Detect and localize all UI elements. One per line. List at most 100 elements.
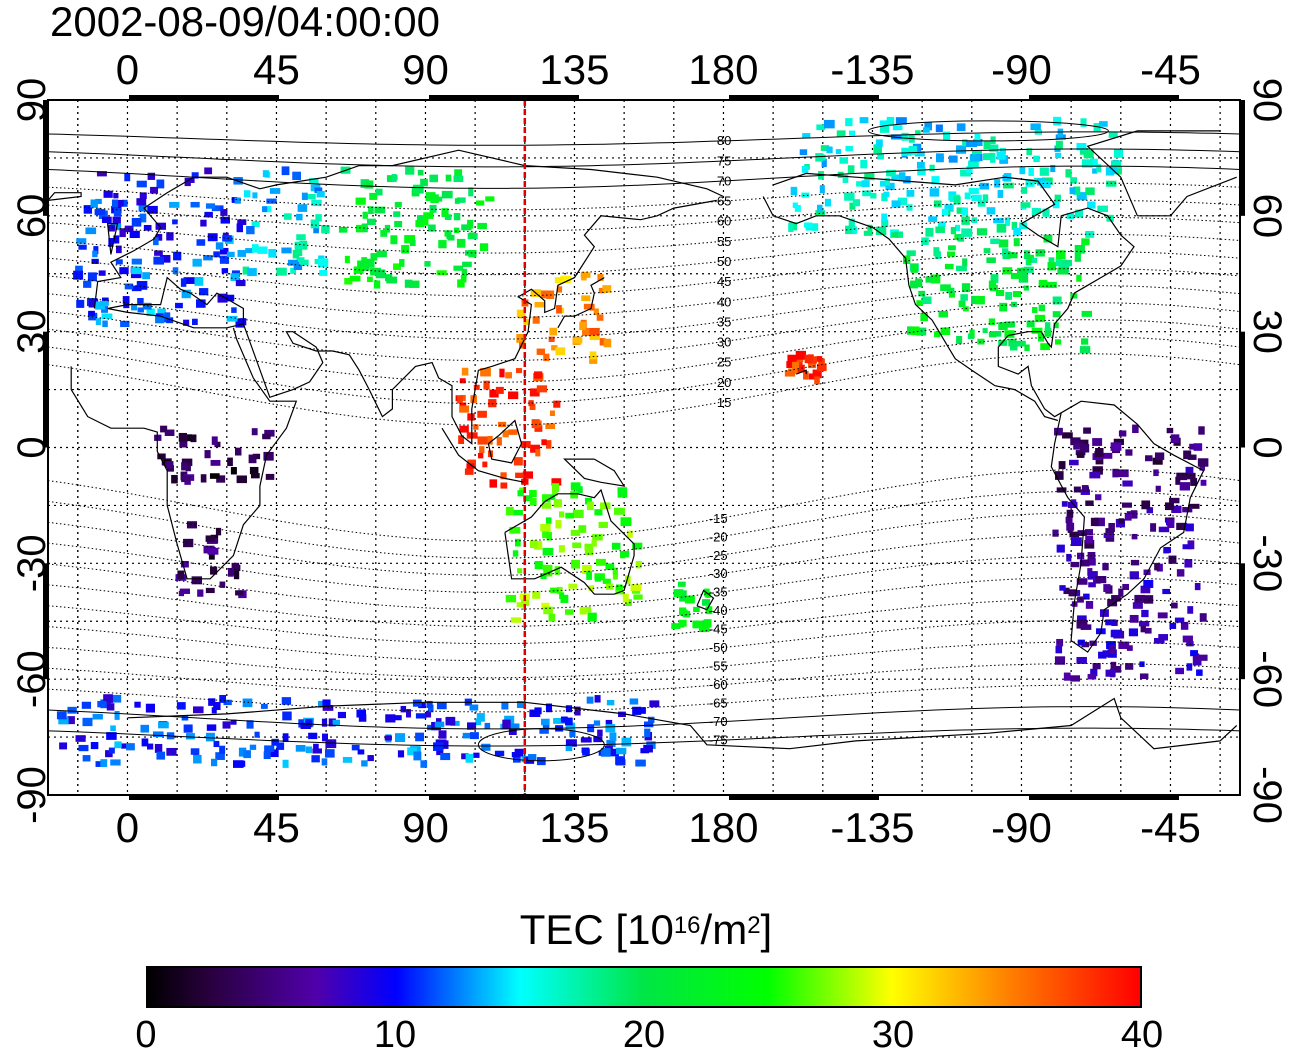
tec-cell [220, 216, 230, 224]
tec-cell [1087, 571, 1098, 580]
tec-cell [155, 233, 163, 241]
lon-tick-label-top: 0 [116, 46, 139, 93]
tec-cell [556, 717, 566, 724]
tec-cell [1066, 212, 1075, 220]
tec-cell [929, 164, 935, 172]
tec-cell [910, 280, 918, 289]
tec-cell [1085, 535, 1094, 544]
tec-cell [989, 144, 999, 152]
tec-cell [404, 279, 413, 288]
tec-cell [409, 280, 420, 288]
tec-cell [969, 154, 981, 162]
tec-cell [910, 264, 918, 273]
tec-cell [986, 257, 996, 264]
tec-cell [540, 290, 551, 299]
tec-cell [1185, 472, 1196, 480]
tec-cell [1174, 617, 1185, 623]
tec-cell [787, 354, 797, 363]
tec-cell [205, 587, 215, 594]
tec-cell [1044, 322, 1051, 331]
tec-cell [937, 221, 946, 227]
tec-cell [1013, 227, 1021, 236]
tec-cell [591, 539, 597, 547]
tec-cell [565, 722, 576, 731]
tec-cell [290, 267, 296, 274]
tec-cell [529, 490, 537, 498]
tec-cell [933, 331, 941, 338]
tec-cell [548, 336, 555, 342]
tec-cell [1110, 661, 1117, 671]
tec-cell [545, 703, 553, 713]
tec-cell [529, 403, 536, 411]
tec-data-cells [56, 116, 1209, 768]
tec-cell [551, 478, 562, 486]
lat-tick-label-left: 90 [10, 78, 54, 123]
lon-tick-label-bottom: 45 [253, 804, 300, 851]
tec-cell [881, 213, 888, 222]
tec-cell [88, 299, 99, 308]
tec-cell [609, 732, 617, 741]
tec-cell [643, 721, 654, 728]
tec-cell [269, 188, 281, 194]
tec-cell [995, 289, 1005, 297]
tec-cell [966, 166, 973, 173]
tec-cell [558, 545, 565, 553]
tec-cell [599, 338, 606, 346]
tec-cell [1081, 310, 1092, 317]
tec-cell [1138, 621, 1150, 627]
tec-cell [193, 754, 202, 764]
tec-cell [82, 755, 91, 762]
tec-cell [862, 190, 871, 197]
tec-cell [158, 721, 169, 729]
tec-cell [1194, 582, 1201, 591]
tec-cell [621, 550, 630, 558]
tec-cell [337, 711, 347, 719]
tec-cell [633, 594, 643, 600]
tec-cell [140, 724, 150, 733]
tec-cell [516, 309, 526, 318]
tec-cell [213, 251, 220, 258]
tec-cell [294, 241, 305, 249]
tec-cell [373, 280, 381, 289]
tec-cell [95, 318, 101, 326]
tec-cell [929, 188, 940, 197]
tec-cell [137, 307, 144, 313]
mlat-label: 60 [717, 214, 731, 229]
tec-cell [811, 223, 819, 231]
tec-cell [420, 760, 428, 768]
tec-cell [262, 433, 271, 440]
tec-cell [516, 334, 526, 343]
tec-cell [598, 521, 608, 528]
tec-cell [1080, 439, 1089, 446]
tec-cell [1182, 544, 1192, 550]
tec-cell [571, 559, 580, 569]
tec-cell [579, 607, 587, 615]
lat-tick-label-left: 0 [10, 436, 54, 458]
tec-cell [154, 743, 163, 753]
tec-cell [611, 542, 621, 550]
tec-cell [206, 724, 217, 731]
tec-cell [114, 711, 120, 720]
mlat-contour [47, 216, 1241, 254]
tec-cell [264, 429, 275, 437]
tec-cell [1190, 650, 1198, 657]
tec-cell [165, 461, 174, 469]
colorbar-label: TEC [1016/m2] [519, 906, 773, 953]
tec-cell [565, 705, 573, 713]
tec-cell [393, 211, 401, 217]
tec-cell [76, 299, 85, 308]
tec-cell [584, 497, 592, 505]
tec-cell [1063, 587, 1070, 595]
lat-tick-label-left: -30 [10, 534, 54, 592]
tec-cell [816, 124, 826, 131]
tec-cell [1185, 523, 1194, 532]
tec-cell [142, 272, 150, 280]
tec-cell [1144, 627, 1152, 634]
tec-cell [554, 566, 561, 575]
tec-cell [428, 704, 434, 713]
tec-cell [1012, 290, 1022, 297]
tec-cell [469, 732, 479, 740]
tec-cell [1183, 450, 1192, 460]
tec-cell [1155, 485, 1161, 492]
frame-bar [1240, 563, 1245, 680]
